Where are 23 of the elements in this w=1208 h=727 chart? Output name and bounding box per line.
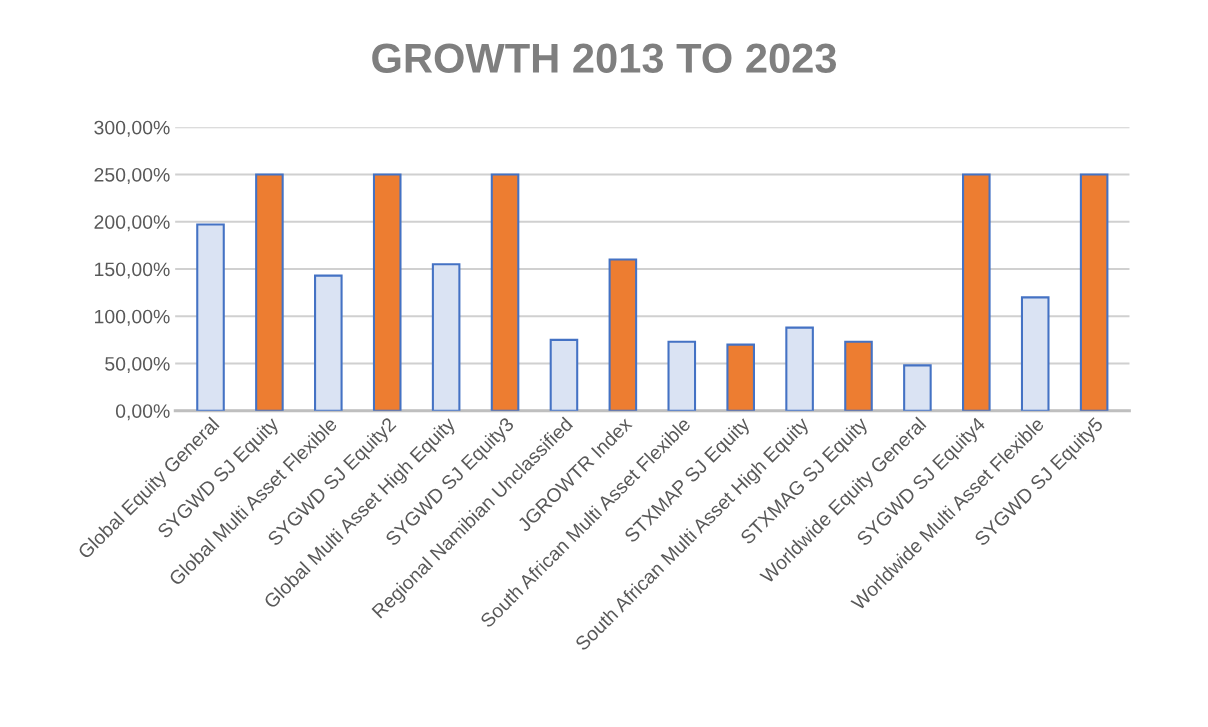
bar — [903, 364, 932, 411]
y-tick-label: 50,00% — [105, 356, 170, 374]
bar — [431, 263, 461, 411]
y-tick-label: 200,00% — [94, 215, 170, 232]
bar — [785, 326, 814, 411]
bar — [314, 274, 343, 411]
bar — [372, 173, 402, 411]
bar — [726, 343, 755, 411]
bar — [255, 173, 284, 411]
y-tick-label: 250,00% — [94, 167, 170, 185]
chart-title: GROWTH 2013 TO 2023 — [372, 43, 837, 74]
bar — [490, 173, 520, 411]
y-tick-label: 300,00% — [94, 120, 170, 137]
bar — [608, 258, 638, 411]
bar — [1079, 173, 1109, 411]
bar — [549, 338, 579, 411]
bar — [962, 173, 991, 411]
bar — [1020, 296, 1050, 411]
y-tick-label: 150,00% — [95, 262, 170, 279]
y-tick-label: 100,00% — [95, 309, 170, 326]
bar — [196, 223, 225, 411]
bar — [667, 340, 697, 411]
bar — [844, 340, 873, 411]
